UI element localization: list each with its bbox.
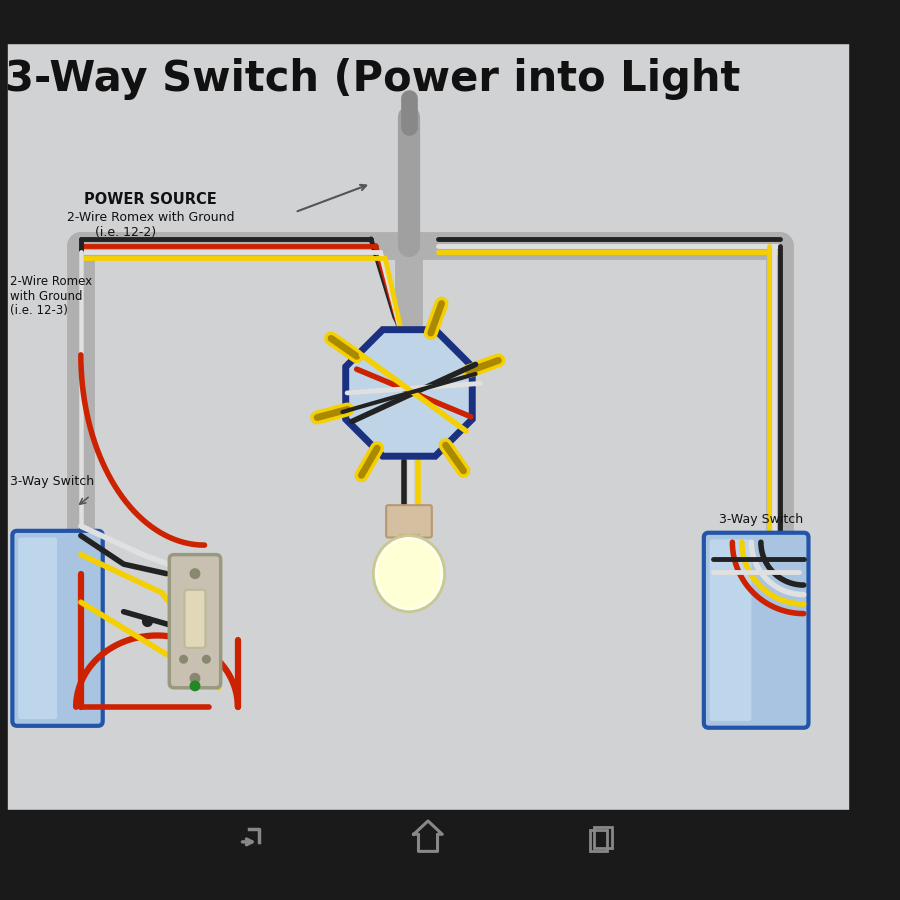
Text: POWER SOURCE: POWER SOURCE — [84, 193, 217, 208]
Text: 3-Way Switch: 3-Way Switch — [719, 513, 803, 526]
Circle shape — [180, 655, 187, 663]
Text: 2-Wire Romex with Ground: 2-Wire Romex with Ground — [67, 211, 234, 223]
Circle shape — [190, 673, 200, 683]
Text: (i.e. 12-2): (i.e. 12-2) — [95, 226, 157, 239]
Circle shape — [190, 569, 200, 579]
Text: 3-Way Switch: 3-Way Switch — [10, 475, 94, 488]
Text: 2-Wire Romex: 2-Wire Romex — [10, 275, 92, 288]
FancyBboxPatch shape — [184, 590, 205, 648]
Polygon shape — [346, 329, 472, 456]
Bar — [590, 831, 607, 851]
FancyBboxPatch shape — [13, 531, 103, 725]
Bar — [0, 809, 856, 878]
Bar — [0, 22, 856, 43]
Ellipse shape — [374, 536, 445, 612]
Circle shape — [202, 655, 211, 663]
Text: with Ground: with Ground — [10, 290, 82, 302]
FancyBboxPatch shape — [169, 554, 220, 688]
Bar — [7, 43, 849, 809]
FancyBboxPatch shape — [704, 533, 808, 728]
Text: 3-Way Switch (Power into Light: 3-Way Switch (Power into Light — [4, 58, 740, 100]
FancyBboxPatch shape — [709, 539, 752, 721]
Ellipse shape — [378, 540, 440, 607]
FancyBboxPatch shape — [18, 537, 57, 719]
Bar — [595, 827, 612, 848]
Bar — [396, 545, 422, 579]
Circle shape — [190, 681, 200, 690]
Bar — [400, 534, 419, 548]
FancyBboxPatch shape — [386, 505, 432, 537]
Text: (i.e. 12-3): (i.e. 12-3) — [10, 304, 68, 317]
